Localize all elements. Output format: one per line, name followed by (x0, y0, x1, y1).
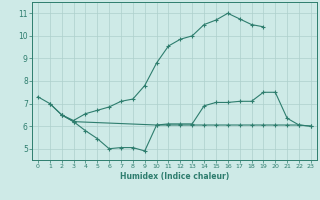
X-axis label: Humidex (Indice chaleur): Humidex (Indice chaleur) (120, 172, 229, 181)
